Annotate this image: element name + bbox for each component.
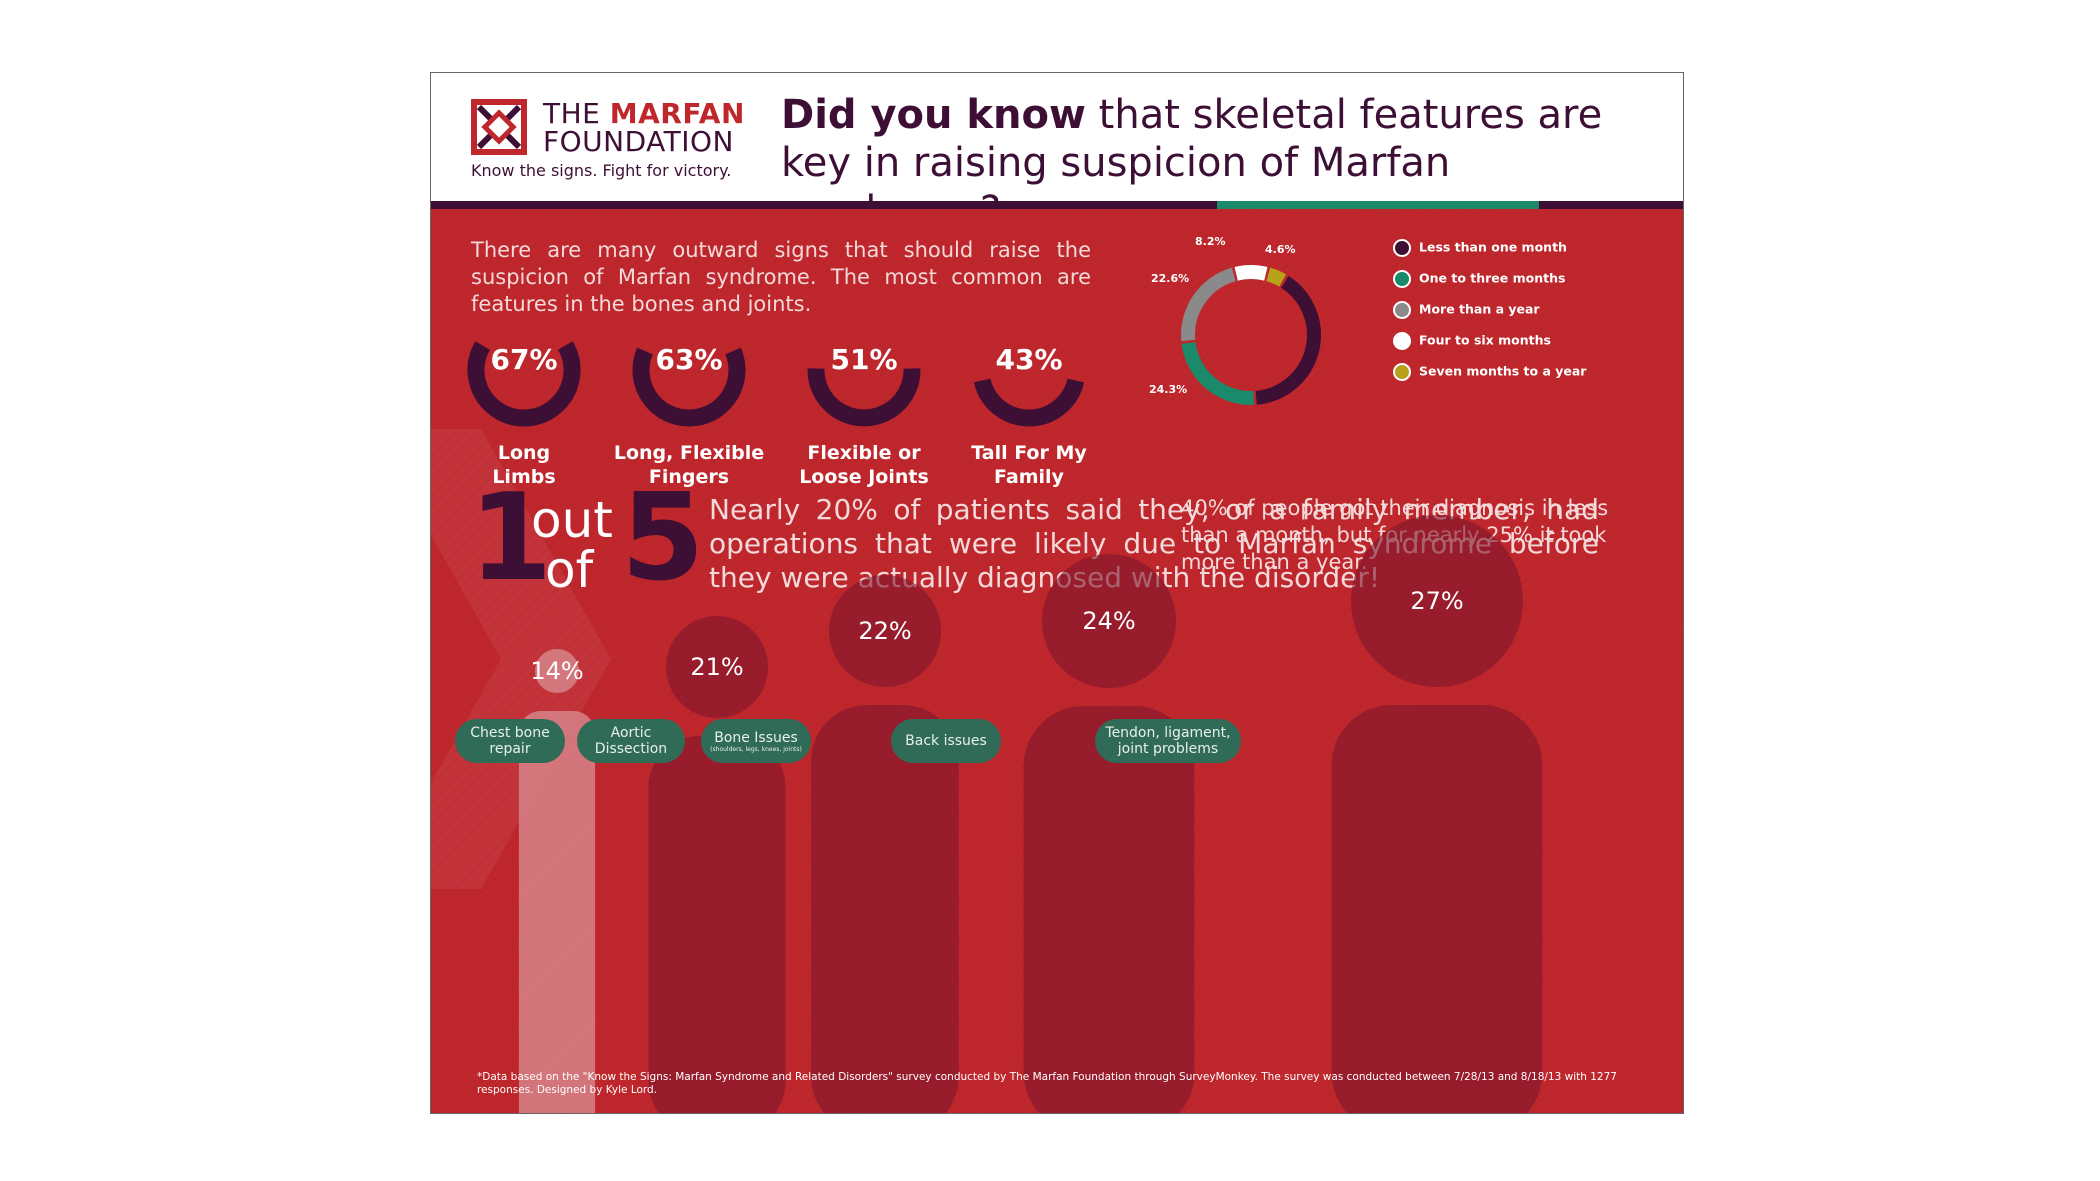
person-body [519, 711, 595, 1113]
operation-label-line: Chest bone [455, 725, 565, 741]
person-figure [811, 575, 959, 1113]
header-divider-accent [1217, 201, 1539, 209]
infographic: THE MARFAN FOUNDATION Know the signs. Fi… [430, 72, 1684, 1114]
operation-label-line: Tendon, ligament, [1095, 725, 1241, 741]
operation-value: 24% [1049, 607, 1169, 635]
footnote: *Data based on the "Know the Signs: Marf… [477, 1071, 1657, 1097]
operations-chart [431, 209, 1683, 1113]
header: THE MARFAN FOUNDATION Know the signs. Fi… [431, 73, 1683, 201]
operation-value: 22% [825, 617, 945, 645]
person-figure [648, 616, 785, 1113]
operation-label-line: Aortic [577, 725, 685, 741]
person-body [1332, 705, 1543, 1113]
marfan-logo-icon [471, 99, 527, 155]
main-panel: There are many outward signs that should… [431, 209, 1683, 1113]
operation-label: Aortic Dissection [577, 719, 685, 763]
person-figure [1024, 554, 1195, 1113]
operation-value: 27% [1377, 587, 1497, 615]
person-body [811, 705, 959, 1113]
operation-value: 21% [657, 653, 777, 681]
operation-label-line: repair [455, 741, 565, 757]
person-body [648, 736, 785, 1113]
operation-label: Back issues [891, 719, 1001, 763]
operation-label-line: Dissection [577, 741, 685, 757]
logo-subtitle: FOUNDATION [543, 125, 734, 158]
operation-label-line: joint problems [1095, 741, 1241, 757]
logo-tagline: Know the signs. Fight for victory. [471, 161, 731, 180]
operation-label: Tendon, ligament, joint problems [1095, 719, 1241, 763]
operation-label-note: (shoulders, legs, knees, joints) [701, 746, 811, 753]
person-body [1024, 706, 1195, 1113]
operation-value: 14% [497, 657, 617, 685]
operation-label: Bone Issues (shoulders, legs, knees, join… [701, 719, 811, 763]
operation-label: Chest bone repair [455, 719, 565, 763]
operation-label-line: Back issues [891, 733, 1001, 749]
operation-label-line: Bone Issues [701, 730, 811, 746]
